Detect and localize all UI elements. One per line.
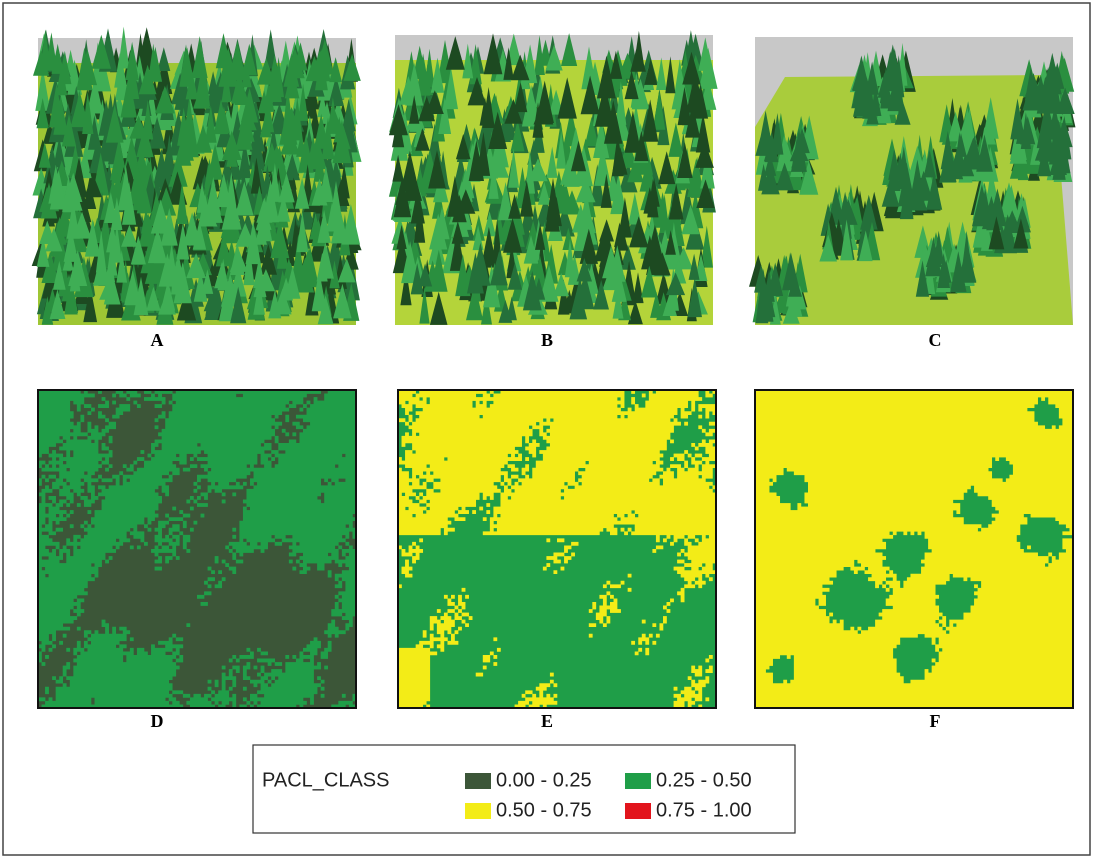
panel-label: F <box>930 711 941 731</box>
legend-swatch <box>465 803 491 819</box>
panel-label: D <box>151 711 164 731</box>
legend-label: 0.75 - 1.00 <box>656 799 752 821</box>
legend-swatch <box>625 803 651 819</box>
panel-label: E <box>541 711 553 731</box>
panel-label: A <box>151 330 164 350</box>
panel-label: C <box>929 330 942 350</box>
legend-label: 0.50 - 0.75 <box>496 799 592 821</box>
legend-swatch <box>625 773 651 789</box>
panel-label: B <box>541 330 553 350</box>
legend-swatch <box>465 773 491 789</box>
legend-label: 0.25 - 0.50 <box>656 769 752 791</box>
legend-title: PACL_CLASS <box>262 769 389 791</box>
legend-label: 0.00 - 0.25 <box>496 769 592 791</box>
figure: A B C D E F PACL_CLASS 0.00 - 0.25 0.25 -… <box>0 0 1093 858</box>
